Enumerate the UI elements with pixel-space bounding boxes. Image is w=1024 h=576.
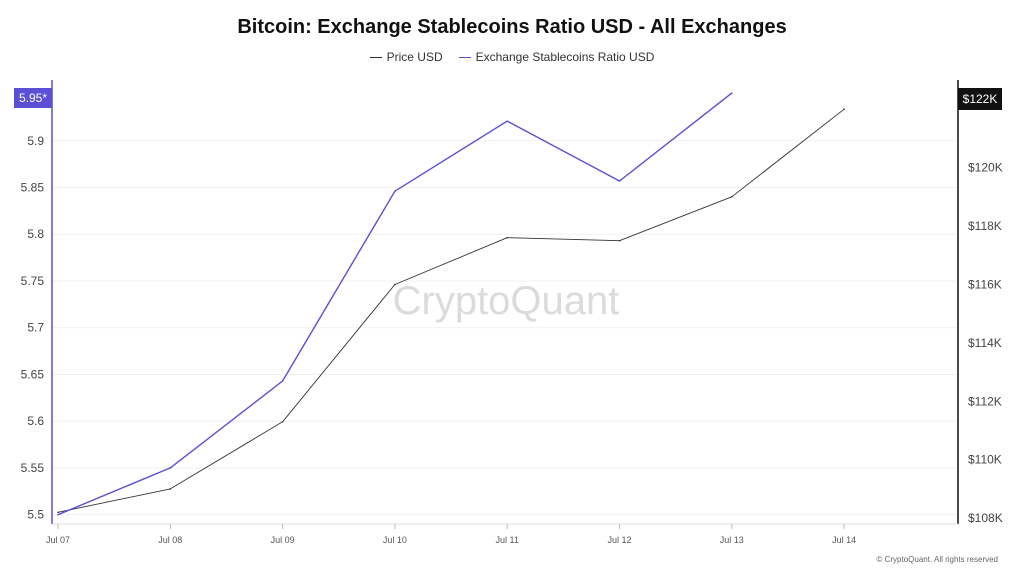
right-tick-label: $116K: [968, 277, 1002, 291]
x-tick-label: Jul 08: [158, 535, 182, 545]
price-usd-point[interactable]: [169, 488, 172, 490]
left-tick-label: 5.55: [21, 461, 45, 475]
left-axis-ticks: 5.5 5.55 5.6 5.65 5.7 5.75 5.8 5.85 5.9: [21, 134, 45, 522]
legend-label-ratio: Exchange Stablecoins Ratio USD: [475, 50, 655, 64]
series-group: [57, 92, 845, 516]
left-tick-label: 5.7: [27, 321, 44, 335]
right-tick-label: $112K: [968, 394, 1002, 408]
x-tick-label: Jul 11: [496, 535, 519, 545]
stablecoins-ratio-point[interactable]: [57, 513, 59, 516]
right-current-badge: $122K: [958, 88, 1002, 110]
right-axis-ticks: $108K $110K $112K $114K $116K $118K $120K: [968, 161, 1003, 526]
legend-item-price[interactable]: Price USD: [369, 50, 443, 64]
price-usd-point[interactable]: [618, 239, 621, 242]
x-axis-ticks: Jul 07 Jul 08 Jul 09 Jul 10 Jul 11 Jul 12 Jul …: [46, 524, 856, 545]
x-tick-label: Jul 09: [271, 535, 295, 545]
left-tick-label: 5.9: [27, 134, 44, 148]
stablecoins-ratio-point[interactable]: [618, 180, 621, 182]
left-tick-label: 5.8: [27, 227, 44, 241]
legend-label-price: Price USD: [386, 50, 443, 64]
right-tick-label: $118K: [968, 219, 1002, 233]
price-usd-point[interactable]: [281, 420, 284, 423]
price-usd-point[interactable]: [394, 283, 396, 286]
left-tick-label: 5.85: [21, 180, 45, 194]
price-usd-point[interactable]: [506, 236, 509, 239]
right-tick-label: $120K: [968, 161, 1003, 175]
left-tick-label: 5.6: [27, 414, 44, 428]
chart-legend: Price USD Exchange Stablecoins Ratio USD: [0, 50, 1024, 64]
left-tick-label: 5.65: [21, 367, 45, 381]
x-tick-label: Jul 10: [383, 535, 407, 545]
stablecoins-ratio-point[interactable]: [169, 467, 172, 469]
price-usd-point[interactable]: [731, 196, 733, 198]
grid-lines: [52, 140, 958, 516]
stablecoins-ratio-point[interactable]: [281, 380, 284, 382]
x-tick-label: Jul 07: [46, 535, 70, 545]
left-current-badge-text: 5.95*: [19, 91, 47, 105]
stablecoins-ratio-point[interactable]: [506, 120, 509, 122]
stablecoins-ratio-point[interactable]: [394, 190, 396, 193]
legend-swatch-price: [369, 56, 382, 58]
right-tick-label: $110K: [968, 453, 1002, 467]
left-current-badge: 5.95*: [14, 88, 52, 108]
x-tick-label: Jul 14: [832, 535, 856, 545]
legend-item-ratio[interactable]: Exchange Stablecoins Ratio USD: [458, 50, 655, 64]
right-tick-label: $108K: [968, 511, 1003, 525]
legend-swatch-ratio: [458, 56, 471, 58]
right-current-badge-bg: [958, 88, 1002, 110]
watermark-text: CryptoQuant: [393, 279, 620, 323]
left-tick-label: 5.75: [21, 274, 45, 288]
copyright-credit: © CryptoQuant. All rights reserved: [877, 555, 999, 564]
left-current-badge-bg: [14, 88, 52, 108]
x-tick-label: Jul 13: [720, 535, 744, 545]
x-tick-label: Jul 12: [607, 535, 631, 545]
left-tick-label: 5.5: [27, 508, 44, 522]
right-tick-label: $114K: [968, 336, 1002, 350]
stablecoins-ratio-point[interactable]: [731, 92, 733, 94]
chart-title: Bitcoin: Exchange Stablecoins Ratio USD …: [237, 16, 787, 38]
price-usd-line[interactable]: [57, 108, 845, 513]
right-current-badge-text: $122K: [963, 92, 998, 106]
price-usd-point[interactable]: [843, 108, 845, 111]
price-usd-point[interactable]: [57, 511, 59, 514]
